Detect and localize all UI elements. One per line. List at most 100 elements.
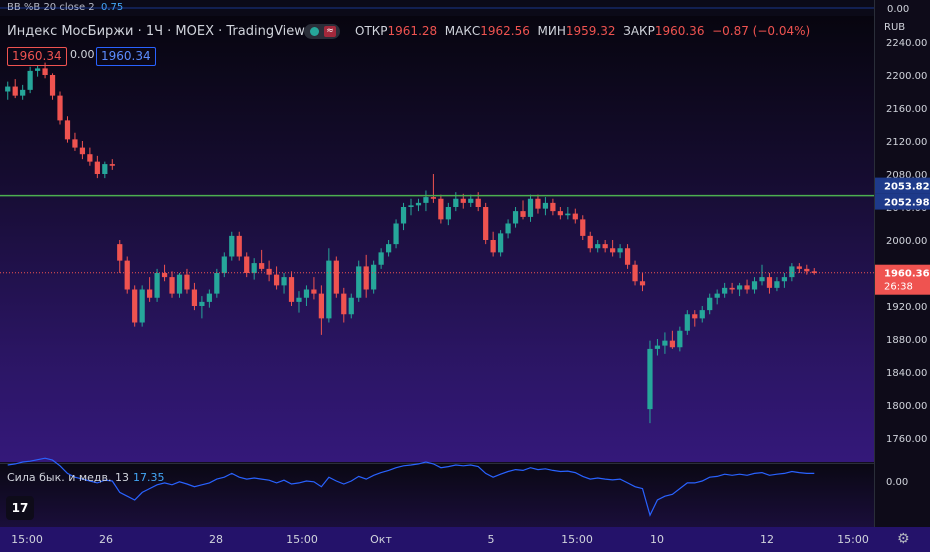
candle-body — [214, 273, 220, 294]
open-label: ОТКР — [355, 24, 388, 38]
candle-body — [393, 223, 399, 245]
candle-body — [206, 293, 212, 302]
time-tick: 12 — [760, 533, 774, 546]
candle-body — [520, 211, 526, 217]
candle-body — [5, 86, 11, 92]
price-tick: 2240.00 — [886, 38, 927, 49]
candle-body — [550, 202, 556, 212]
top-axis-label: 0.00 — [887, 4, 909, 15]
indicator-legend[interactable]: Сила бык. и медв. 13 17.35 — [7, 471, 165, 484]
candle-body — [273, 274, 280, 286]
high-label: МАКС — [444, 24, 481, 38]
time-tick: 15:00 — [11, 533, 43, 546]
candle-body — [184, 274, 190, 290]
candle-body — [423, 197, 429, 203]
low-value: 1959.32 — [565, 24, 616, 38]
hline-label-box-top — [875, 177, 930, 194]
candle-body — [789, 266, 795, 278]
buy-price-button[interactable]: 1960.34 — [96, 47, 156, 66]
candle-body — [251, 263, 257, 273]
candle-body — [27, 70, 33, 90]
candle-body — [79, 147, 86, 155]
candle-body — [199, 301, 205, 306]
time-tick: 15:00 — [561, 533, 593, 546]
candle-body — [34, 68, 41, 71]
candle-body — [12, 86, 18, 96]
candle-body — [139, 289, 145, 323]
indicator-name: Сила бык. и медв. 13 — [7, 471, 129, 484]
candle-body — [804, 268, 810, 272]
price-tick: 2200.00 — [886, 71, 927, 82]
visibility-toggle[interactable]: ≈ — [304, 24, 340, 39]
candle-body — [147, 289, 153, 298]
candle-body — [371, 264, 377, 290]
symbol-title[interactable]: Индекс МосБиржи · 1Ч · MOEX · TradingVie… — [7, 24, 305, 39]
candle-body — [415, 202, 422, 206]
candle-body — [736, 285, 743, 290]
time-tick: 26 — [99, 533, 113, 546]
candle-body — [453, 198, 459, 207]
sell-price-button[interactable]: 1960.34 — [7, 47, 67, 66]
spread-value: 0.00 — [70, 48, 95, 61]
candle-body — [602, 244, 608, 249]
candle-body — [595, 244, 601, 249]
close-value: 1960.36 — [654, 24, 705, 38]
candle-body — [699, 310, 705, 319]
candle-body — [729, 287, 735, 290]
candle-body — [527, 198, 534, 217]
wave-icon: ≈ — [324, 26, 336, 37]
gear-icon[interactable]: ⚙ — [897, 531, 910, 547]
countdown-label: 26:38 — [884, 282, 913, 293]
indicator-value: 17.35 — [133, 471, 165, 484]
candle-body — [333, 260, 339, 294]
candle-body — [759, 277, 765, 282]
candle-body — [154, 273, 160, 298]
candle-body — [191, 289, 198, 306]
candle-body — [654, 345, 661, 349]
hline-label-bottom: 2052.98 — [884, 198, 930, 209]
chart-pane[interactable] — [0, 16, 874, 462]
close-label: ЗАКР — [623, 24, 655, 38]
candle-body — [288, 277, 295, 302]
tradingview-logo-icon[interactable]: 17 — [6, 496, 34, 520]
candle-body — [266, 268, 272, 275]
candle-body — [557, 211, 563, 216]
ohlc-legend: ОТКР1961.28 МАКС1962.56 МИН1959.32 ЗАКР1… — [355, 24, 810, 38]
candle-body — [722, 287, 728, 294]
candle-body — [639, 281, 646, 286]
candle-body — [572, 213, 578, 220]
high-value: 1962.56 — [480, 24, 530, 38]
candle-body — [445, 207, 451, 220]
candle-body — [751, 281, 758, 290]
candle-body — [580, 219, 586, 236]
indicator-pane[interactable] — [0, 463, 874, 527]
candle-body — [483, 207, 489, 240]
price-tick: 1840.00 — [886, 368, 927, 379]
candle-body — [438, 198, 444, 220]
candle-body — [161, 273, 168, 278]
candle-body — [311, 289, 317, 294]
candle-body — [610, 248, 616, 253]
candle-body — [624, 248, 631, 265]
candle-body — [565, 213, 571, 216]
candle-body — [20, 89, 26, 96]
candle-body — [132, 289, 138, 323]
price-tick: 1760.00 — [886, 434, 927, 445]
candle-body — [498, 233, 504, 253]
price-tick: 1880.00 — [886, 335, 927, 346]
candle-body — [617, 248, 623, 253]
candle-body — [460, 198, 466, 203]
candle-body — [766, 277, 773, 288]
open-value: 1961.28 — [387, 24, 438, 38]
candle-body — [400, 207, 407, 224]
candle-body — [475, 198, 481, 207]
candle-body — [356, 266, 362, 298]
currency-label[interactable]: RUB — [884, 22, 906, 33]
candle-body — [57, 95, 63, 121]
time-axis[interactable] — [0, 527, 930, 552]
time-tick: 28 — [209, 533, 223, 546]
price-tick: 1920.00 — [886, 302, 927, 313]
time-tick: 15:00 — [286, 533, 318, 546]
candle-body — [744, 285, 750, 290]
